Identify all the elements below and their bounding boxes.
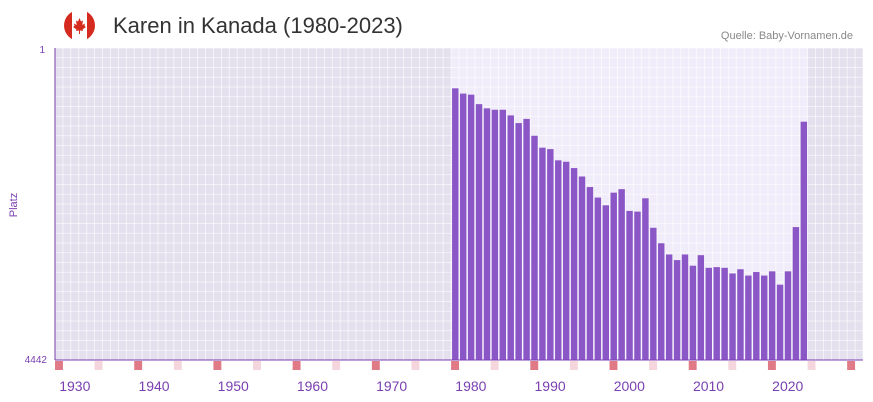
x-tick-marker-1928 xyxy=(55,361,63,370)
bar-2001[interactable] xyxy=(634,211,641,360)
x-tick-marker-1993 xyxy=(569,361,578,370)
x-tick-label-1970: 1970 xyxy=(376,378,407,394)
x-tick-label-2000: 2000 xyxy=(614,378,645,394)
bar-1983[interactable] xyxy=(491,109,499,360)
bar-1978[interactable] xyxy=(452,88,459,360)
bar-1986[interactable] xyxy=(515,123,522,360)
bar-2010[interactable] xyxy=(705,267,712,360)
y-axis-label: Platz xyxy=(8,193,20,217)
y-tick-label-top: 1 xyxy=(39,45,45,56)
bar-1985[interactable] xyxy=(507,115,514,360)
bar-1995[interactable] xyxy=(586,187,594,360)
bar-1994[interactable] xyxy=(578,176,586,360)
bar-2009[interactable] xyxy=(697,255,705,360)
x-tick-marker-1968 xyxy=(371,361,380,370)
bar-2019[interactable] xyxy=(776,284,784,360)
bar-2008[interactable] xyxy=(689,265,697,360)
bar-2005[interactable] xyxy=(665,254,673,360)
bar-1997[interactable] xyxy=(602,205,610,360)
bar-1990[interactable] xyxy=(547,149,554,360)
bar-1999[interactable] xyxy=(618,189,625,360)
x-tick-marker-1963 xyxy=(332,361,341,370)
x-tick-marker-1938 xyxy=(134,361,143,370)
bar-2000[interactable] xyxy=(626,210,633,360)
source-link[interactable]: Quelle: Baby-Vornamen.de xyxy=(720,30,853,42)
x-tick-marker-1988 xyxy=(530,361,539,370)
x-tick-marker-2028 xyxy=(847,361,856,370)
bar-1998[interactable] xyxy=(610,192,617,360)
bar-1988[interactable] xyxy=(531,135,538,360)
bar-1991[interactable] xyxy=(555,160,562,360)
bar-1992[interactable] xyxy=(562,161,570,360)
bar-2012[interactable] xyxy=(721,267,728,360)
bar-1989[interactable] xyxy=(539,147,546,360)
chart-title: Karen in Kanada (1980-2023) xyxy=(113,13,403,38)
x-tick-label-2010: 2010 xyxy=(693,378,724,394)
bar-1979[interactable] xyxy=(460,93,467,360)
x-tick-label-1980: 1980 xyxy=(455,378,486,394)
x-tick-label-2020: 2020 xyxy=(772,378,803,394)
x-tick-marker-2018 xyxy=(767,361,776,370)
x-tick-marker-1948 xyxy=(213,361,222,370)
bar-2013[interactable] xyxy=(729,273,736,360)
bar-2011[interactable] xyxy=(713,267,720,360)
bar-2007[interactable] xyxy=(681,254,689,360)
bar-1996[interactable] xyxy=(594,197,602,360)
bar-1993[interactable] xyxy=(570,168,578,360)
x-tick-marker-1973 xyxy=(411,361,420,370)
bar-2018[interactable] xyxy=(768,271,776,360)
x-tick-label-1960: 1960 xyxy=(297,378,328,394)
bar-2015[interactable] xyxy=(745,275,752,360)
bar-1981[interactable] xyxy=(475,104,483,360)
x-tick-marker-1943 xyxy=(173,361,182,370)
bar-2003[interactable] xyxy=(650,227,657,360)
bar-1987[interactable] xyxy=(523,118,530,360)
canada-flag-icon xyxy=(64,10,95,41)
x-tick-marker-1958 xyxy=(292,361,301,370)
chart-header: Karen in Kanada (1980-2023) Quelle: Baby… xyxy=(0,0,873,48)
bar-2014[interactable] xyxy=(737,269,744,360)
bar-2017[interactable] xyxy=(761,275,768,360)
x-tick-label-1950: 1950 xyxy=(218,378,249,394)
x-tick-label-1930: 1930 xyxy=(59,378,90,394)
x-tick-marker-2003 xyxy=(649,361,658,370)
bar-1980[interactable] xyxy=(467,94,475,360)
y-tick-label-bottom: 4442 xyxy=(25,355,48,366)
x-tick-marker-1978 xyxy=(451,361,459,370)
bar-2022[interactable] xyxy=(800,121,808,360)
x-tick-label-1990: 1990 xyxy=(535,378,566,394)
x-tick-marker-2023 xyxy=(807,361,816,370)
bar-2002[interactable] xyxy=(642,198,649,360)
bar-2016[interactable] xyxy=(753,272,760,360)
x-tick-marker-2013 xyxy=(728,361,737,370)
bar-1982[interactable] xyxy=(483,108,491,360)
x-tick-marker-1953 xyxy=(253,361,261,370)
bar-2020[interactable] xyxy=(784,271,792,360)
bar-2004[interactable] xyxy=(658,243,665,360)
bar-1984[interactable] xyxy=(499,109,507,360)
x-tick-label-1940: 1940 xyxy=(138,378,169,394)
x-tick-marker-1933 xyxy=(94,361,103,370)
bar-2006[interactable] xyxy=(673,260,681,360)
x-tick-marker-1998 xyxy=(609,361,618,370)
bar-2021[interactable] xyxy=(792,227,800,360)
x-tick-marker-2008 xyxy=(688,361,697,370)
x-tick-marker-1983 xyxy=(490,361,499,370)
